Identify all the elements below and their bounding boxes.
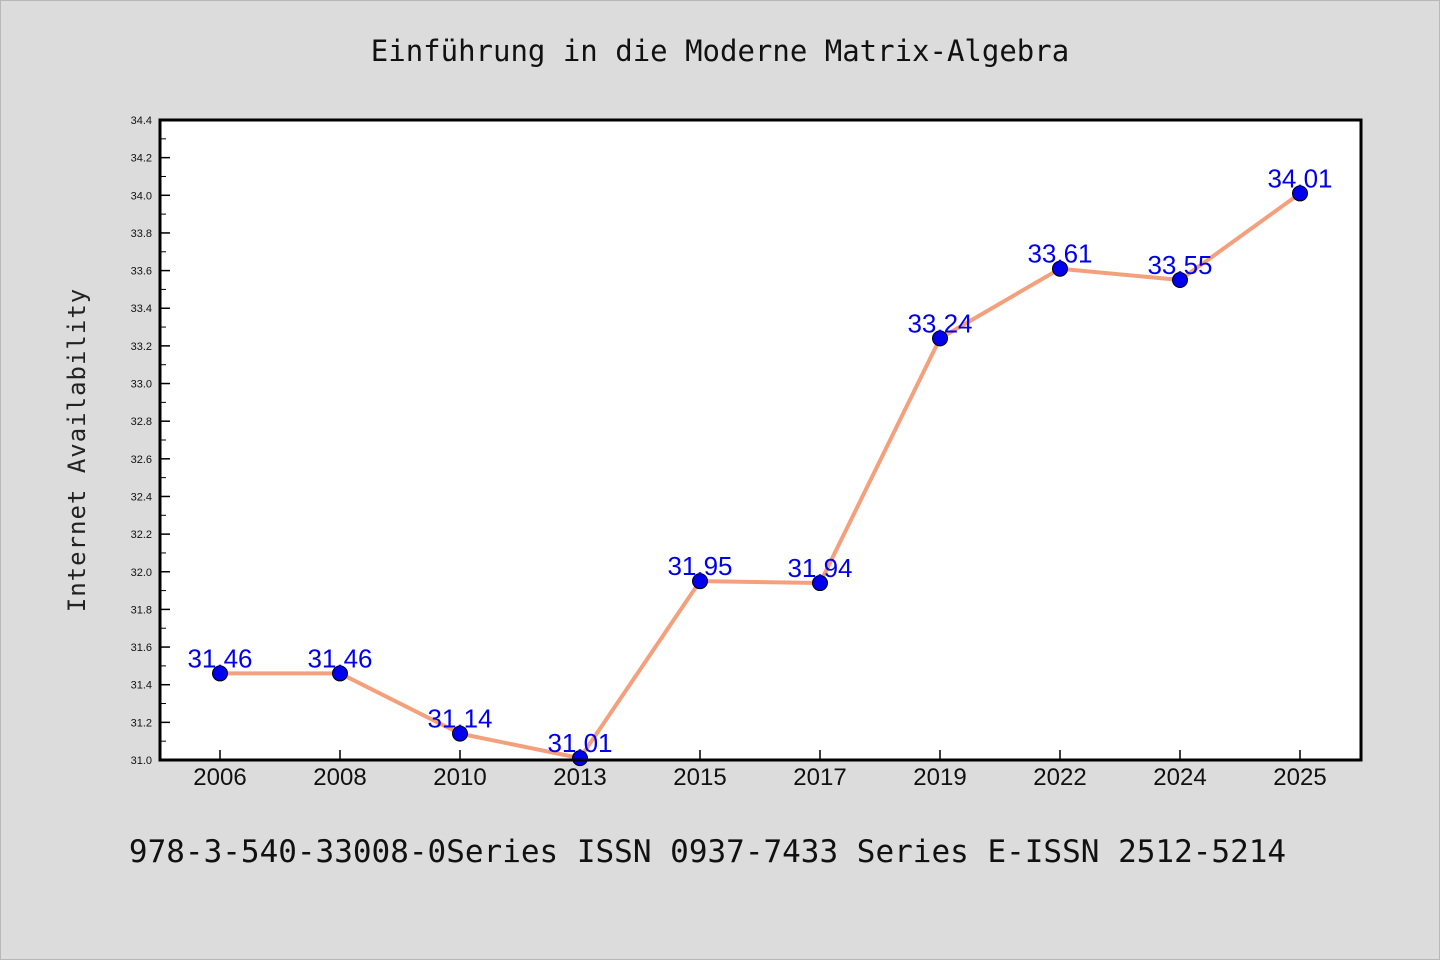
data-point	[932, 330, 948, 347]
x-tick-label: 2017	[793, 764, 846, 791]
y-tick-label: 34.0	[131, 190, 152, 202]
y-tick-label: 33.0	[131, 379, 152, 391]
data-point	[1052, 260, 1068, 277]
data-label: 33.55	[1147, 250, 1212, 280]
y-tick-label: 31.0	[131, 755, 152, 767]
y-axis-ticks: 31.0 31.2 31.4 31.6 31.8 32.0 32.2 32.4 32.6 32.8…	[131, 115, 170, 767]
data-label: 31.14	[427, 704, 492, 734]
y-tick-label: 33.2	[131, 341, 152, 353]
plot-area	[160, 120, 1361, 760]
y-tick-label: 32.0	[131, 567, 152, 579]
data-label: 31.95	[667, 551, 732, 581]
y-tick-label: 31.6	[131, 642, 152, 654]
y-tick-label: 34.2	[131, 153, 152, 165]
series-line	[220, 191, 1302, 761]
x-tick-label: 2008	[313, 764, 366, 791]
x-axis-ticks: 2006 2008 2010 2013 2015 2017 2019 2022 2024 2025	[193, 750, 1327, 791]
x-tick-label: 2019	[913, 764, 966, 791]
y-tick-label: 34.4	[131, 115, 152, 127]
data-point	[1172, 272, 1188, 288]
y-tick-label: 32.4	[131, 491, 152, 503]
data-point	[812, 575, 828, 592]
x-tick-label: 2025	[1273, 764, 1326, 791]
x-tick-label: 2006	[193, 764, 246, 791]
series-markers	[212, 185, 1308, 767]
data-label: 34.01	[1267, 163, 1332, 193]
data-label: 31.01	[547, 728, 612, 758]
y-tick-label: 32.8	[131, 416, 152, 428]
data-point	[572, 750, 588, 767]
data-labels: 31.46 31.46 31.14 31.01 31.95 31.94 33.24 33.61…	[187, 163, 1332, 758]
data-point	[452, 725, 468, 742]
y-tick-label: 31.2	[131, 717, 152, 729]
data-point	[1292, 185, 1308, 202]
x-tick-label: 2010	[433, 764, 486, 791]
y-tick-label: 33.8	[131, 228, 152, 240]
y-tick-label: 32.6	[131, 454, 152, 466]
chart-title: Einführung in die Moderne Matrix-Algebra	[370, 34, 1070, 68]
data-point	[212, 665, 228, 682]
x-tick-label: 2015	[673, 764, 726, 791]
x-tick-label: 2013	[553, 764, 606, 791]
x-tick-label: 2022	[1033, 764, 1086, 791]
y-tick-label: 33.4	[131, 303, 152, 315]
data-label: 33.24	[907, 308, 972, 338]
data-label: 33.61	[1027, 239, 1092, 269]
y-tick-label: 33.6	[131, 266, 152, 278]
data-point	[332, 665, 348, 682]
y-tick-label: 31.8	[131, 604, 152, 616]
y-tick-label: 31.4	[131, 680, 152, 692]
data-point	[692, 573, 708, 590]
data-label: 31.94	[787, 553, 852, 583]
y-tick-label: 32.2	[131, 529, 152, 541]
footer-text: 978-3-540-33008-0Series ISSN 0937-7433 S…	[128, 834, 1287, 870]
plot-border	[158, 118, 1363, 762]
data-label: 31.46	[307, 643, 372, 673]
data-label: 31.46	[187, 643, 252, 673]
x-tick-label: 2024	[1153, 764, 1206, 791]
